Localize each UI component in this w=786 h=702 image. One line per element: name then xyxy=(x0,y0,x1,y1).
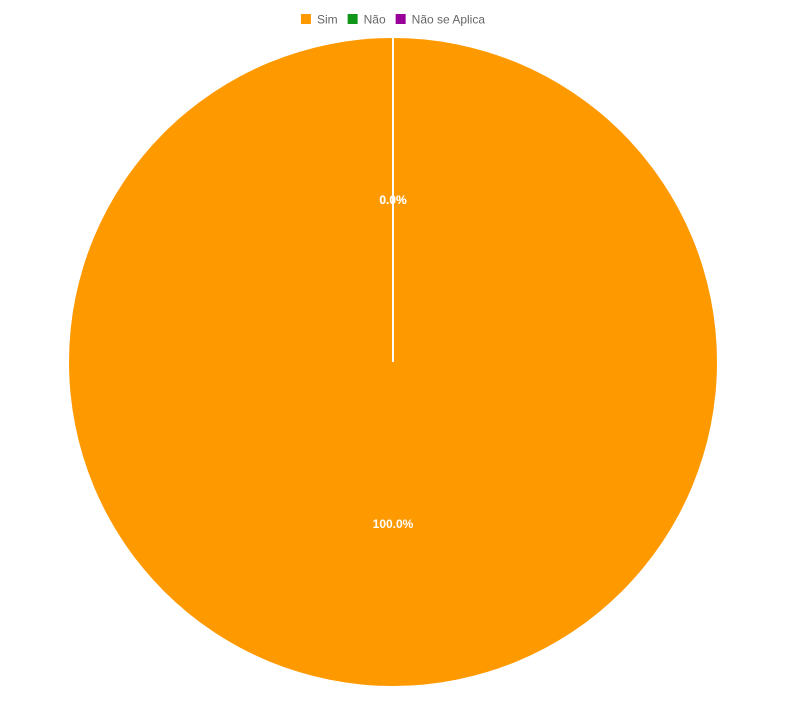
legend-item-nao[interactable]: Não xyxy=(347,13,386,27)
legend-item-sim[interactable]: Sim xyxy=(300,13,338,27)
legend-swatch-nao-se-aplica xyxy=(395,14,406,24)
slice-label-nao: 0.0% xyxy=(379,193,407,207)
legend-label-sim: Sim xyxy=(317,13,338,27)
pie-slices xyxy=(69,38,717,686)
slice-labels: 100.0%0.0%0.0% xyxy=(373,193,414,531)
slice-label-sim: 100.0% xyxy=(373,517,414,531)
legend-swatch-nao xyxy=(347,14,358,24)
legend: Sim Não Não se Aplica xyxy=(300,13,486,27)
legend-label-nao-se-aplica: Não se Aplica xyxy=(412,13,486,27)
legend-swatch-sim xyxy=(300,14,311,24)
legend-label-nao: Não xyxy=(364,13,386,27)
legend-item-nao-se-aplica[interactable]: Não se Aplica xyxy=(395,13,486,27)
slice-label-nao-se-aplica: 0.0% xyxy=(379,193,407,207)
